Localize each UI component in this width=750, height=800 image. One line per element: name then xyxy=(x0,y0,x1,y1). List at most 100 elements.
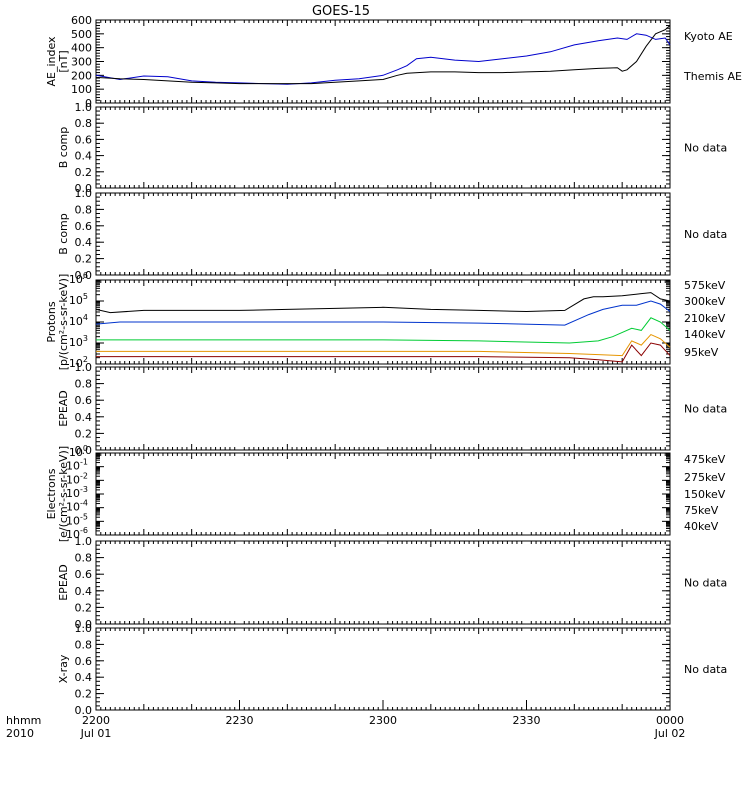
y-tick-label: 104 xyxy=(69,313,88,328)
legend-protons-140keV: 140keV xyxy=(684,328,726,341)
panel-epead2: 0.0 0.2 0.4 0.6 0.8 1.0 EPEAD No data xyxy=(57,535,727,631)
y-axis-label: EPEAD xyxy=(57,390,70,427)
y-tick-label: 10-3 xyxy=(66,485,88,500)
y-tick-label: 102 xyxy=(69,355,88,370)
y-tick-label: 106 xyxy=(69,271,88,286)
y-tick-label: 0.6 xyxy=(75,568,93,581)
x-tick-label: 2230 xyxy=(226,714,254,727)
series-line-300kev xyxy=(96,333,671,357)
panel-frame xyxy=(95,19,671,104)
y-tick-label: 0.0 xyxy=(75,704,93,717)
y-tick-label: 0.2 xyxy=(75,253,93,266)
y-tick-label: 0.2 xyxy=(75,427,93,440)
y-tick-label: 300 xyxy=(71,56,92,69)
legend-themis-ae: Themis AE xyxy=(683,70,742,83)
legend-electrons-150keV: 150keV xyxy=(684,488,726,501)
y-tick-label: 105 xyxy=(69,292,88,307)
y-tick-label: 10-6 xyxy=(66,526,88,541)
no-data-note: No data xyxy=(684,403,727,416)
y-tick-label: 0.2 xyxy=(75,688,93,701)
y-tick-label: 10-2 xyxy=(66,471,88,486)
panel-frame xyxy=(95,106,671,189)
y-tick-label: 0.4 xyxy=(75,236,93,249)
y-axis-label: Protons xyxy=(45,301,58,342)
y-tick-label: 1.0 xyxy=(75,622,93,635)
x-corner-year: 2010 xyxy=(6,727,34,740)
y-tick-label: 0.6 xyxy=(75,394,93,407)
legend-electrons-40keV: 40keV xyxy=(684,520,719,533)
legend-protons-95keV: 95keV xyxy=(684,346,719,359)
y-tick-label: 1.0 xyxy=(75,187,93,200)
y-axis-label: B comp xyxy=(57,127,70,169)
panel-frame xyxy=(95,452,671,536)
no-data-note: No data xyxy=(684,228,727,241)
y-axis-unit: [p/(cm²-s-sr-keV)] xyxy=(57,274,70,371)
x-tick-label: 0000 xyxy=(656,714,684,727)
x-tick-label: 2300 xyxy=(369,714,397,727)
series-line-themis-ae xyxy=(95,25,671,85)
y-tick-label: 0.4 xyxy=(75,411,93,424)
y-tick-label: 0.4 xyxy=(75,671,93,684)
y-axis-label: AE_index xyxy=(45,36,58,87)
y-tick-label: 500 xyxy=(71,28,92,41)
y-tick-label: 1.0 xyxy=(75,535,93,548)
y-tick-label: 0 xyxy=(85,97,92,110)
series-line-95kev xyxy=(95,292,671,314)
y-tick-label: 100 xyxy=(71,83,92,96)
y-tick-label: 0.8 xyxy=(75,552,93,565)
y-axis-label: B comp xyxy=(57,213,70,255)
no-data-note: No data xyxy=(684,663,727,676)
y-tick-label: 0.6 xyxy=(75,133,93,146)
legend-protons-300keV: 300keV xyxy=(684,295,726,308)
y-axis-unit: [nT] xyxy=(57,50,70,72)
y-tick-label: 1.0 xyxy=(75,101,93,114)
x-tick-label: 2330 xyxy=(513,714,541,727)
legend-protons-575keV: 575keV xyxy=(684,279,726,292)
y-axis-label: Electrons xyxy=(45,468,58,519)
y-tick-label: 0.8 xyxy=(75,117,93,130)
panel-protons: 102 103 104 105 106 Protons [p/(cm²-s-sr-keV)]… xyxy=(45,271,726,370)
panel-frame xyxy=(95,366,671,451)
y-tick-label: 0.8 xyxy=(75,638,93,651)
y-tick-label: 0.6 xyxy=(75,655,93,668)
y-tick-label: 1.0 xyxy=(75,361,93,374)
x-corner-label: hhmm xyxy=(6,714,41,727)
y-tick-label: 103 xyxy=(69,334,88,349)
y-tick-label: 0.0 xyxy=(75,444,93,457)
y-tick-label: 200 xyxy=(71,69,92,82)
y-tick-label: 0.4 xyxy=(75,585,93,598)
y-tick-label: 0.6 xyxy=(75,220,93,233)
y-tick-label: 0.0 xyxy=(75,182,93,195)
series-line-575kev xyxy=(96,342,671,363)
series-line-210kev xyxy=(96,317,671,344)
legend-protons-210keV: 210keV xyxy=(684,312,726,325)
y-tick-label: 0.2 xyxy=(75,166,93,179)
y-axis-label: X-ray xyxy=(57,654,70,683)
y-tick-label: 400 xyxy=(71,42,92,55)
x-tick-date: Jul 02 xyxy=(654,727,686,740)
x-tick-label: 2200 xyxy=(82,714,110,727)
series-line-140kev xyxy=(95,300,671,326)
y-tick-label: 600 xyxy=(71,14,92,27)
panel-frame xyxy=(95,627,671,711)
y-tick-label: 0.0 xyxy=(75,269,93,282)
x-tick-date: Jul 01 xyxy=(80,727,112,740)
legend-electrons-275keV: 275keV xyxy=(684,471,726,484)
panel-b1: 0.0 0.2 0.4 0.6 0.8 1.0 B comp No data xyxy=(57,101,727,195)
series-line-kyoto-ae xyxy=(95,33,671,85)
no-data-note: No data xyxy=(684,577,727,590)
legend-kyoto-ae: Kyoto AE xyxy=(684,30,733,43)
panel-xray: 0.0 0.2 0.4 0.6 0.8 1.0 X-ray No data xyxy=(57,622,727,717)
no-data-note: No data xyxy=(684,142,727,155)
panel-b2: 0.0 0.2 0.4 0.6 0.8 1.0 B comp No data xyxy=(57,187,727,282)
y-tick-label: 10-1 xyxy=(66,458,88,473)
y-tick-label: 0.2 xyxy=(75,601,93,614)
plot-title: GOES-15 xyxy=(312,4,370,19)
y-tick-label: 0.0 xyxy=(75,618,93,631)
y-axis-unit: [e/(cm²-s-sr-keV)] xyxy=(57,446,70,542)
